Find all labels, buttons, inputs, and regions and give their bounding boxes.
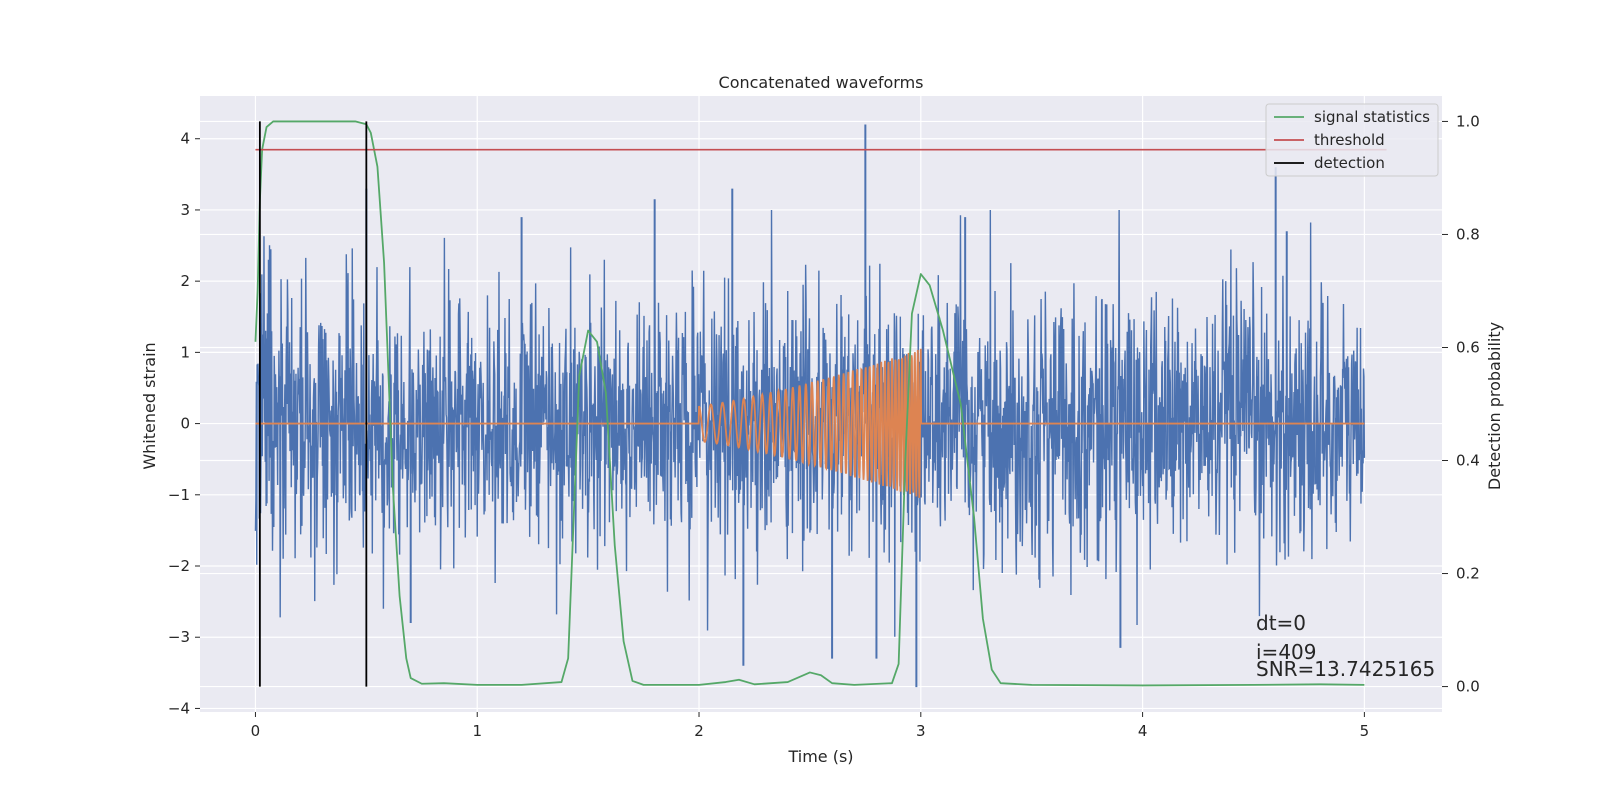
x-tick-label: 0 — [251, 722, 261, 740]
annotation-snr: SNR=13.7425165 — [1256, 657, 1435, 681]
y-tick-label: 1 — [180, 343, 190, 361]
annotation-index: i=409 — [1256, 640, 1317, 664]
strain-noise-line — [254, 209, 1366, 637]
legend-label-signal-statistics: signal statistics — [1314, 108, 1430, 126]
x-tick-label: 1 — [472, 722, 482, 740]
right-tick-label: 1.0 — [1456, 112, 1480, 130]
y-tick-label: −2 — [168, 557, 190, 575]
legend: signal statistics threshold detection — [1265, 103, 1439, 177]
right-tick-label: 0.0 — [1456, 678, 1480, 696]
annotation-dt: dt=0 — [1256, 611, 1306, 635]
right-tick-label: 0.8 — [1456, 225, 1480, 243]
y-tick-label: −1 — [168, 486, 190, 504]
injected-chirp-line — [255, 348, 1365, 498]
y-axis-label: Whitened strain — [140, 342, 159, 469]
legend-label-detection: detection — [1314, 154, 1385, 172]
right-tick-label: 0.6 — [1456, 338, 1480, 356]
y-tick-label: 2 — [180, 272, 190, 290]
chart-title: Concatenated waveforms — [719, 73, 924, 92]
y-tick-labels: −4 −3 −2 −1 0 1 2 3 4 — [168, 130, 200, 717]
right-tick-label: 0.2 — [1456, 565, 1480, 583]
legend-box — [1265, 103, 1439, 177]
y-tick-label: −3 — [168, 628, 190, 646]
right-axis-label: Detection probability — [1485, 322, 1504, 490]
y-tick-label: 3 — [180, 201, 190, 219]
y-tick-label: 0 — [180, 415, 190, 433]
x-tick-label: 4 — [1138, 722, 1148, 740]
x-tick-label: 5 — [1360, 722, 1370, 740]
y-tick-label: −4 — [168, 699, 190, 717]
legend-label-threshold: threshold — [1314, 131, 1385, 149]
signal-statistics-line — [254, 120, 1365, 687]
x-tick-label: 2 — [694, 722, 704, 740]
x-axis-label: Time (s) — [787, 747, 853, 766]
right-tick-labels: 0.0 0.2 0.4 0.6 0.8 1.0 — [1442, 112, 1480, 696]
x-tick-labels: 0 1 2 3 4 5 — [251, 712, 1369, 740]
right-tick-label: 0.4 — [1456, 452, 1480, 470]
series-layer — [254, 120, 1387, 688]
x-tick-label: 3 — [916, 722, 926, 740]
y-tick-label: 4 — [180, 130, 190, 148]
